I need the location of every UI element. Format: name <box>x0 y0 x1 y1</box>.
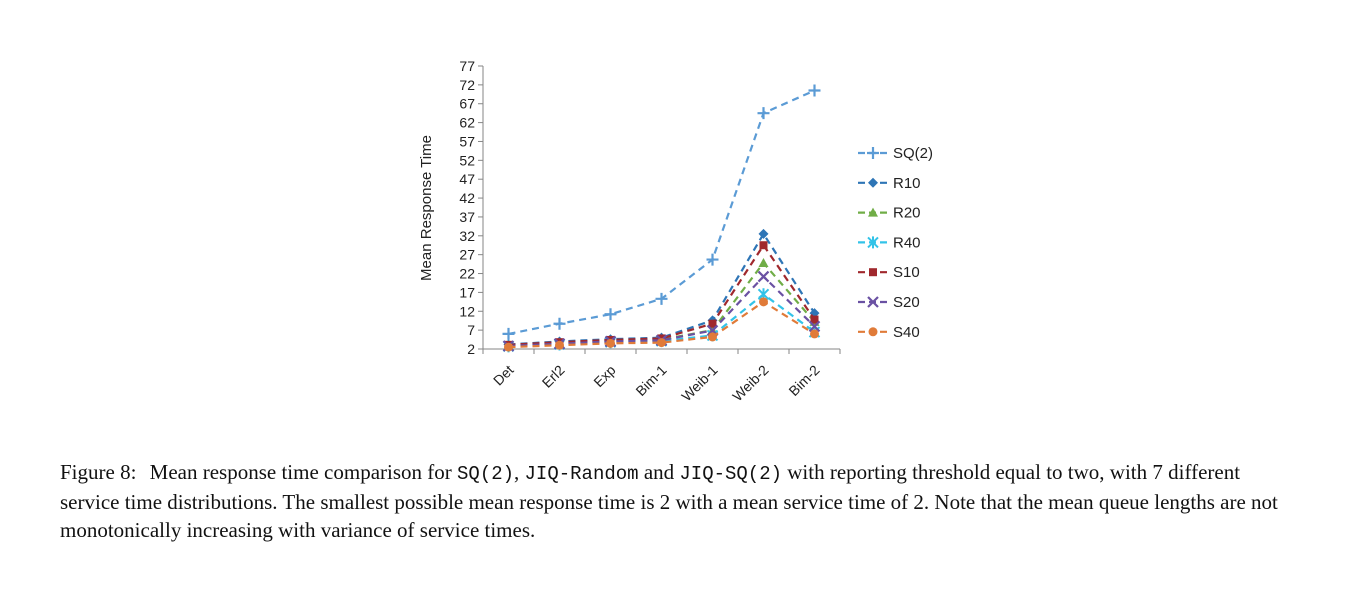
data-point-sq2 <box>655 292 668 305</box>
x-tick-label: Weib-2 <box>729 362 772 405</box>
caption-text-1: Mean response time comparison for <box>149 460 458 484</box>
legend-item-r20: R20 <box>858 205 921 222</box>
data-point-s40 <box>555 340 564 350</box>
data-point-sq2 <box>808 84 821 97</box>
data-point-s40 <box>708 332 717 342</box>
legend-marker <box>868 177 878 188</box>
data-point-sq2 <box>502 327 515 340</box>
x-tick-label: Bim-1 <box>632 362 669 399</box>
data-point-s20 <box>757 270 770 283</box>
y-tick-label: 47 <box>459 171 475 187</box>
x-tick-labels: Det Erl2 Exp Bim-1 Weib-1 Weib-2 Bim-2 <box>490 362 823 405</box>
y-tick-label: 37 <box>459 209 475 225</box>
y-tick-label: 7 <box>467 322 475 338</box>
y-tick-label: 52 <box>459 152 475 168</box>
caption-label: Figure 8: <box>60 460 137 484</box>
legend-item-s10: S10 <box>858 264 920 281</box>
legend-marker <box>868 207 878 217</box>
data-point-s10 <box>810 315 819 324</box>
y-tick-label: 27 <box>459 247 475 263</box>
data-point-sq2 <box>757 107 770 120</box>
legend-label: S40 <box>893 324 920 341</box>
y-tick-label: 57 <box>459 133 475 149</box>
caption-code-sq2: SQ(2) <box>457 463 515 485</box>
data-point-s10 <box>708 319 717 328</box>
legend-item-r40: R40 <box>858 234 921 251</box>
data-point-sq2 <box>604 308 617 321</box>
x-tick-label: Erl2 <box>539 362 568 391</box>
data-point-s40 <box>759 297 768 307</box>
legend-item-r10: R10 <box>858 175 921 192</box>
series-s40 <box>504 297 819 352</box>
axes <box>478 65 841 354</box>
y-tick-label: 62 <box>459 115 475 131</box>
x-tick-label: Det <box>490 362 517 389</box>
data-point-s20 <box>808 320 821 333</box>
x-tick-label: Exp <box>590 362 619 391</box>
legend-marker <box>869 268 877 277</box>
series-sq2 <box>502 84 821 340</box>
y-tick-label: 22 <box>459 266 475 282</box>
series-lines <box>502 84 821 353</box>
data-point-s40 <box>504 342 513 352</box>
y-tick-label: 72 <box>459 77 475 93</box>
data-point-s40 <box>657 338 666 348</box>
data-point-sq2 <box>553 317 566 330</box>
y-tick-label: 2 <box>467 341 475 357</box>
data-point-s40 <box>606 338 615 348</box>
data-point-r10 <box>758 228 769 239</box>
x-tick-label: Weib-1 <box>678 362 721 405</box>
series-line-r10 <box>508 231 816 346</box>
caption-text-3: and <box>638 460 680 484</box>
legend-marker <box>867 147 879 159</box>
caption-code-jiq-sq2: JIQ-SQ(2) <box>679 463 783 485</box>
y-tick-label: 12 <box>459 303 475 319</box>
legend-marker <box>867 236 879 249</box>
y-axis-label: Mean Response Time <box>418 135 435 281</box>
y-tick-label: 77 <box>459 58 475 74</box>
y-tick-label: 67 <box>459 96 475 112</box>
series-r10 <box>503 228 820 350</box>
legend-item-s20: S20 <box>858 294 920 311</box>
data-point-s40 <box>810 329 819 339</box>
y-tick-label: 42 <box>459 190 475 206</box>
caption-text-2: , <box>514 460 525 484</box>
legend-label: R40 <box>893 234 921 251</box>
legend: SQ(2) R10 R20 R40 S10 S20 S40 <box>858 145 933 341</box>
legend-marker <box>868 327 878 337</box>
data-point-sq2 <box>706 253 719 266</box>
data-point-s10 <box>759 241 768 250</box>
legend-label: R20 <box>893 205 921 222</box>
legend-marker <box>867 296 879 308</box>
data-point-r20 <box>758 257 769 267</box>
y-tick-label: 32 <box>459 228 475 244</box>
legend-label: R10 <box>893 175 921 192</box>
legend-label: S10 <box>893 264 920 281</box>
caption-code-jiq-random: JIQ-Random <box>524 463 639 485</box>
legend-item-s40: S40 <box>858 324 920 341</box>
caption-text-4: with reporting threshold equal to two, w… <box>60 460 1278 542</box>
legend-label: S20 <box>893 294 920 311</box>
legend-item-sq2: SQ(2) <box>858 145 933 162</box>
figure-caption: Figure 8: Mean response time comparison … <box>60 458 1300 544</box>
y-tick-label: 17 <box>459 284 475 300</box>
legend-label: SQ(2) <box>893 145 933 162</box>
x-tick-label: Bim-2 <box>785 362 822 399</box>
